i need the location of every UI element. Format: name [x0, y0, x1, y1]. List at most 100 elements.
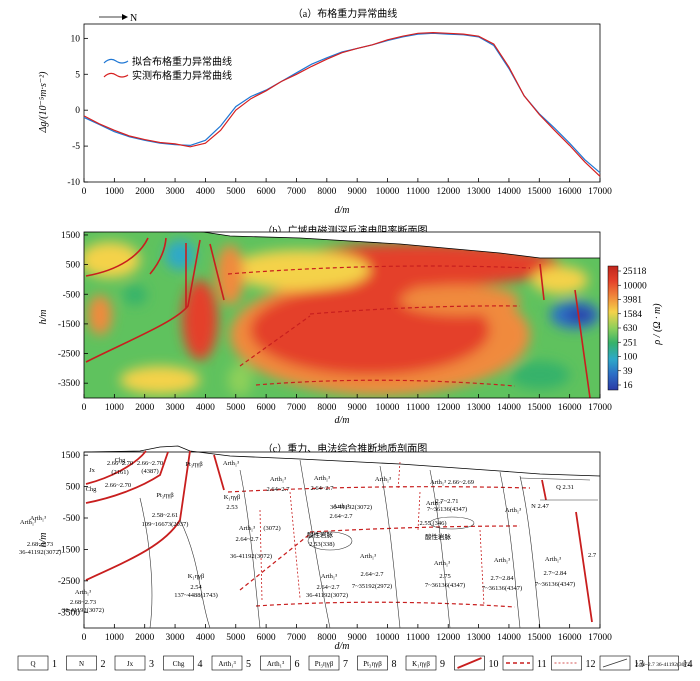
- geologic-label: 36-41192(3072): [306, 592, 348, 599]
- legend-item-4: Chg 4: [163, 655, 203, 671]
- x-tick-label: 7000: [287, 633, 306, 643]
- legend-box: [17, 655, 49, 671]
- x-tick-label: 4000: [196, 633, 215, 643]
- y-tick-label: 1500: [61, 451, 80, 461]
- legend-symbol: Chg: [173, 660, 185, 668]
- x-tick-label: 6000: [257, 187, 276, 197]
- x-tick-label: 15000: [527, 633, 551, 643]
- geologic-label: Arth₁³: [321, 573, 337, 580]
- legend-item-6: Arth₁³ 6: [260, 655, 300, 671]
- series-line-1: [83, 32, 601, 174]
- colorbar-tick-label: 25118: [623, 267, 647, 277]
- geologic-label: 2.64~2.7: [360, 571, 384, 578]
- legend-item-9: K₁ηγβ 9: [405, 655, 445, 671]
- panel-b-xlabel: d/m: [335, 415, 350, 426]
- legend-box: [114, 655, 146, 671]
- legend-number: 10: [489, 659, 499, 670]
- geologic-label: Q 2.31: [556, 484, 574, 491]
- colorbar-tick-label: 10000: [623, 281, 647, 291]
- colorbar-ticks: 25118 10000 3981 1584 630 251 100 39 16: [618, 267, 647, 391]
- x-tick-label: 0: [82, 633, 87, 643]
- geologic-label: 2.66~2.70: [105, 482, 131, 489]
- geologic-label: (2161): [111, 469, 128, 476]
- panel-a-plot: 0 1000 2000 3000 4000 5000 6000 7000 8000 9000 100…: [67, 31, 612, 197]
- x-tick-label: 12000: [436, 187, 460, 197]
- gravity-anomaly-chart: （a）布格重力异常曲线 N 0 1000 2000 3000 4000 5000 6000 7…: [38, 7, 612, 216]
- panel-c-xlabel: d/m: [335, 641, 350, 652]
- x-tick-label: 0: [82, 403, 87, 413]
- colorbar-tick-label: 100: [623, 353, 638, 363]
- series-line-2: [83, 31, 601, 177]
- panel-c-frame: [83, 451, 601, 629]
- legend-label-2: 实测布格重力异常曲线: [132, 69, 232, 82]
- panel-c-ylabel: h/m: [38, 533, 49, 548]
- x-tick-label: 16000: [558, 633, 582, 643]
- colorbar-tick-label: 251: [623, 338, 638, 348]
- x-tick-label: 15000: [527, 403, 551, 413]
- y-tick-label: 10: [71, 34, 81, 44]
- x-tick-label: 2000: [135, 633, 154, 643]
- legend-number: 9: [440, 659, 445, 670]
- legend-box: [163, 655, 194, 671]
- geologic-label: Arth₁³: [505, 507, 521, 514]
- y-tick-label: -1500: [58, 545, 80, 555]
- legend-item-10: 10: [454, 655, 499, 671]
- legend-item-3: Jx 3: [114, 655, 154, 671]
- geologic-label: 2.68~2.73: [27, 541, 53, 548]
- geologic-label: 137~4488(1743): [174, 592, 218, 599]
- colorbar-tick-label: 1584: [623, 310, 642, 320]
- x-tick-label: 13000: [467, 403, 491, 413]
- panel-b-faults: [85, 237, 591, 398]
- panel-a-frame: [83, 23, 601, 183]
- x-tick-label: 5000: [226, 633, 245, 643]
- geologic-label: 2.55 (346): [419, 520, 446, 527]
- legend-number: 2: [101, 659, 106, 670]
- x-tick-label: 12000: [436, 403, 460, 413]
- x-tick-label: 1000: [105, 403, 124, 413]
- geologic-label: Arth₁³ 2.66~2.69: [430, 479, 474, 486]
- topography: [83, 445, 601, 477]
- legend-number: 14: [683, 659, 693, 670]
- x-tick-label: 5000: [226, 187, 245, 197]
- geologic-label: Arth₁³: [314, 475, 330, 482]
- x-tick-label: 10000: [376, 403, 400, 413]
- geologic-label: 2.66~2.70: [137, 460, 163, 467]
- x-tick-label: 16000: [558, 187, 582, 197]
- legend-number: 5: [246, 659, 251, 670]
- x-tick-label: 2000: [135, 187, 154, 197]
- legend-number: 3: [149, 659, 154, 670]
- y-tick-label: -500: [63, 514, 81, 524]
- geologic-section-chart: （c）重力、电法综合推断地质剖面图: [19, 442, 612, 652]
- legend-symbol: N: [79, 660, 84, 668]
- x-tick-label: 8000: [317, 403, 336, 413]
- geologic-label: 2.68~2.73: [70, 599, 96, 606]
- x-tick-label: 5000: [226, 403, 245, 413]
- legend-item-14: 2.64~2.7 36-41192(3072)14: [635, 655, 693, 671]
- legend-box: [357, 655, 388, 671]
- geologic-label: 36-41192(3072): [62, 607, 104, 614]
- x-tick-label: 6000: [257, 403, 276, 413]
- x-tick-label: 4000: [196, 403, 215, 413]
- geologic-label: 2.7~2.84: [490, 575, 514, 582]
- colorbar-tick-label: 3981: [623, 296, 642, 306]
- y-tick-label: 0: [75, 106, 80, 116]
- x-tick-label: 1000: [105, 187, 124, 197]
- geologic-label: Arth₁³: [494, 557, 510, 564]
- x-tick-label: 17000: [588, 403, 612, 413]
- y-tick-label: -2500: [58, 350, 80, 360]
- legend-box: [648, 655, 679, 671]
- legend-number: 11: [537, 659, 547, 670]
- legend-symbol: Q: [30, 660, 35, 668]
- geologic-label: Arth₁³: [270, 476, 286, 483]
- colorbar: [607, 265, 619, 391]
- x-tick-label: 15000: [527, 187, 551, 197]
- geologic-label: 2.53: [226, 504, 237, 511]
- x-tick-label: 17000: [588, 187, 612, 197]
- geologic-label: 2.64~2.7: [329, 513, 353, 520]
- x-tick-label: 11000: [406, 403, 430, 413]
- legend-item-13: 13: [599, 655, 644, 671]
- x-tick-label: 9000: [348, 187, 367, 197]
- geologic-label: 2.58~2.61: [152, 512, 178, 519]
